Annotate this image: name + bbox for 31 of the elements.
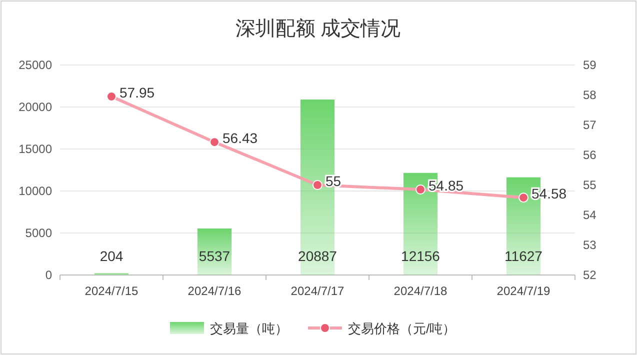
y2-tick-label: 53 <box>583 238 597 252</box>
data-label: 11627 <box>504 248 543 264</box>
y2-tick-label: 59 <box>583 58 597 72</box>
y2-tick-label: 54 <box>583 208 597 222</box>
legend-label: 交易价格（元/吨） <box>348 321 456 336</box>
y-tick-label: 25000 <box>18 58 52 72</box>
y2-tick-label: 58 <box>583 88 597 102</box>
y2-tick-label: 52 <box>583 268 597 282</box>
data-label: 55 <box>326 173 342 189</box>
x-tick-label: 2024/7/17 <box>290 284 345 298</box>
bar <box>198 228 232 275</box>
data-label: 56.43 <box>222 130 258 146</box>
y2-tick-label: 57 <box>583 118 597 132</box>
chart-title: 深圳配额 成交情况 <box>236 18 400 40</box>
data-label: 204 <box>100 248 124 264</box>
data-label: 12156 <box>401 248 440 264</box>
y2-tick-label: 56 <box>583 148 597 162</box>
x-tick-label: 2024/7/19 <box>496 284 551 298</box>
data-label: 5537 <box>198 248 230 264</box>
y-tick-label: 0 <box>45 268 52 282</box>
y2-tick-label: 55 <box>583 178 597 192</box>
x-tick-label: 2024/7/18 <box>394 284 448 298</box>
data-label: 20887 <box>298 248 338 264</box>
x-tick-label: 2024/7/16 <box>188 284 242 298</box>
data-label: 57.95 <box>120 84 155 100</box>
y-tick-label: 5000 <box>25 226 52 240</box>
legend-label: 交易量（吨） <box>210 321 288 336</box>
y-tick-label: 10000 <box>18 184 52 198</box>
y-tick-label: 15000 <box>18 142 52 156</box>
x-tick-label: 2024/7/15 <box>84 284 139 298</box>
y-tick-label: 20000 <box>18 100 52 114</box>
